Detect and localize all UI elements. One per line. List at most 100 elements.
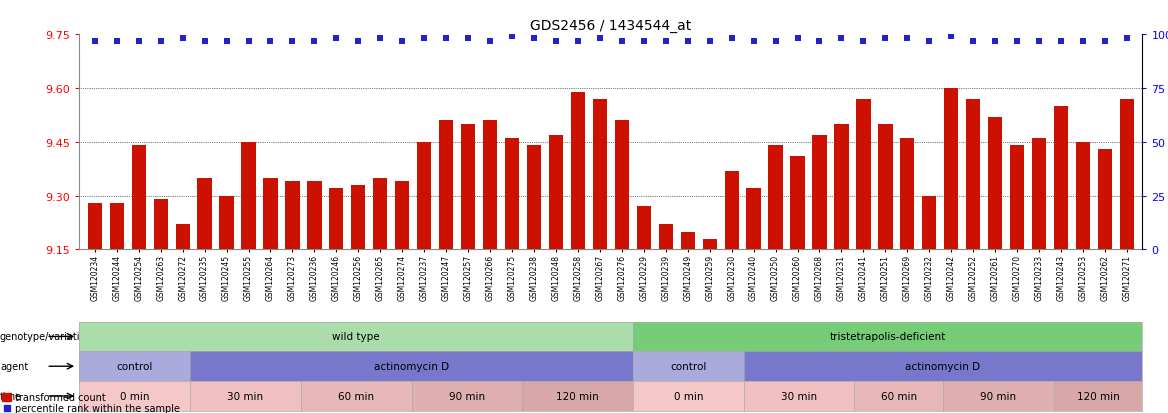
Point: [415, 36, 433, 43]
Point: [612, 38, 631, 45]
Bar: [439, 121, 453, 250]
Point: [898, 36, 917, 43]
Point: [964, 38, 982, 45]
Point: [392, 38, 411, 45]
Bar: [110, 203, 124, 250]
Bar: [702, 239, 717, 250]
Bar: [834, 125, 849, 250]
Bar: [1054, 107, 1069, 250]
Bar: [263, 178, 278, 250]
Point: [876, 36, 895, 43]
Bar: [307, 182, 321, 250]
Point: [547, 38, 565, 45]
Point: [107, 38, 126, 45]
Bar: [2, 392, 11, 401]
Point: [173, 36, 192, 43]
Bar: [482, 121, 498, 250]
Bar: [549, 135, 563, 250]
Text: tristetrapolis-deficient: tristetrapolis-deficient: [829, 332, 946, 342]
Point: [986, 38, 1004, 45]
Bar: [988, 117, 1002, 250]
Bar: [242, 142, 256, 250]
Bar: [1120, 100, 1134, 250]
Bar: [527, 146, 541, 250]
Text: actinomycin D: actinomycin D: [905, 361, 981, 371]
Bar: [878, 125, 892, 250]
Bar: [791, 157, 805, 250]
Point: [305, 38, 324, 45]
Bar: [746, 189, 760, 250]
Bar: [769, 146, 783, 250]
Point: [701, 38, 719, 45]
Point: [941, 34, 960, 40]
Point: [854, 38, 872, 45]
Bar: [285, 182, 299, 250]
Bar: [901, 139, 915, 250]
Text: 60 min: 60 min: [881, 391, 917, 401]
Point: [1008, 38, 1027, 45]
Text: agent: agent: [0, 361, 28, 371]
Point: [437, 36, 456, 43]
Text: transformed count: transformed count: [15, 392, 105, 401]
Point: [1118, 36, 1136, 43]
Point: [217, 38, 236, 45]
Bar: [175, 225, 189, 250]
Text: 30 min: 30 min: [781, 391, 818, 401]
Point: [195, 38, 214, 45]
Bar: [153, 200, 168, 250]
Point: [524, 36, 543, 43]
Point: [283, 38, 301, 45]
Bar: [88, 203, 102, 250]
Point: [459, 36, 478, 43]
Point: [481, 38, 500, 45]
Bar: [352, 185, 366, 250]
Point: [656, 38, 675, 45]
Point: [634, 38, 653, 45]
Text: 120 min: 120 min: [1077, 391, 1119, 401]
Point: [130, 38, 148, 45]
Point: [152, 38, 171, 45]
Point: [591, 36, 610, 43]
Bar: [461, 125, 475, 250]
Bar: [132, 146, 146, 250]
Bar: [813, 135, 827, 250]
Bar: [614, 121, 630, 250]
Point: [920, 38, 939, 45]
Point: [284, 353, 303, 359]
Point: [1051, 38, 1070, 45]
Point: [371, 36, 390, 43]
Text: actinomycin D: actinomycin D: [374, 361, 450, 371]
Point: [327, 36, 346, 43]
Bar: [724, 171, 739, 250]
Bar: [1076, 142, 1090, 250]
Bar: [1033, 139, 1047, 250]
Bar: [1098, 150, 1112, 250]
Text: 30 min: 30 min: [228, 391, 264, 401]
Point: [744, 38, 763, 45]
Bar: [373, 178, 388, 250]
Bar: [197, 178, 211, 250]
Bar: [966, 100, 980, 250]
Point: [1073, 38, 1092, 45]
Text: 0 min: 0 min: [674, 391, 703, 401]
Text: 120 min: 120 min: [556, 391, 599, 401]
Text: percentile rank within the sample: percentile rank within the sample: [15, 403, 180, 413]
Text: 90 min: 90 min: [449, 391, 485, 401]
Point: [679, 38, 697, 45]
Bar: [395, 182, 409, 250]
Bar: [659, 225, 673, 250]
Text: control: control: [117, 361, 153, 371]
Bar: [856, 100, 870, 250]
Text: wild type: wild type: [333, 332, 380, 342]
Bar: [1010, 146, 1024, 250]
Bar: [637, 207, 651, 250]
Bar: [681, 232, 695, 250]
Text: 60 min: 60 min: [339, 391, 374, 401]
Bar: [944, 89, 959, 250]
Point: [502, 34, 521, 40]
Point: [1096, 38, 1114, 45]
Point: [1030, 38, 1049, 45]
Bar: [220, 196, 234, 250]
Point: [349, 38, 368, 45]
Point: [766, 38, 785, 45]
